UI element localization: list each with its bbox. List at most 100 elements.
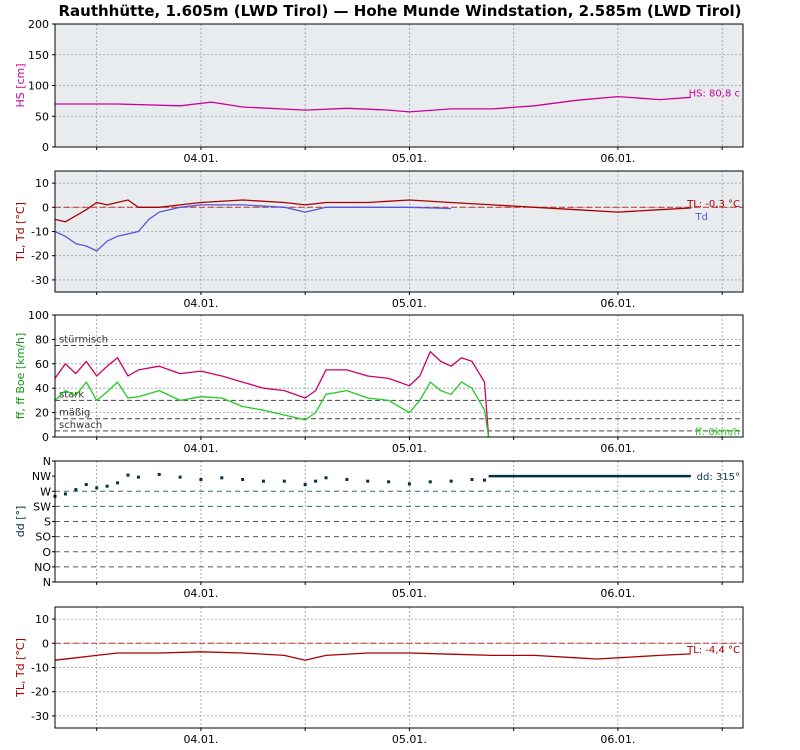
y-axis-label-ff: ff, ff Boe [km/h] [14,333,27,420]
series-line-tl [54,651,691,661]
y-tick-label: 0 [42,637,49,650]
y-tick-label: O [42,546,51,559]
x-tick-label: 06.01. [600,442,635,455]
data-point-dd [95,486,99,490]
y-tick-label: 20 [35,407,49,420]
data-point-dd [84,483,88,487]
data-point-dd [282,479,286,483]
data-point-dd [157,472,161,476]
data-point-dd [324,476,328,480]
data-point-dd [116,481,120,485]
end-label-2-tl_td: Td [695,212,708,223]
data-point-dd [428,480,432,484]
y-tick-label: S [44,516,51,529]
x-tick-label: 06.01. [600,733,635,746]
y-tick-label: -20 [31,250,49,263]
data-point-dd [366,479,370,483]
series-line-ff [54,350,490,438]
data-point-dd [345,477,349,481]
x-tick-label: 05.01. [392,733,427,746]
end-label-tl_summit: TL: -4,4 °C [686,645,740,656]
y-tick-label: -30 [31,274,49,287]
end-label-dd: dd: 315° [697,472,740,483]
data-point-dd [261,479,265,483]
y-tick-label: 80 [35,333,49,346]
end-label-hs: HS: 80,8 c [689,88,740,99]
data-point-dd [126,473,130,477]
page-title: Rauthhütte, 1.605m (LWD Tirol) — Hohe Mu… [58,2,742,20]
x-tick-label: 04.01. [183,733,218,746]
x-tick-label: 05.01. [392,442,427,455]
plot-frame-tl_summit [54,606,744,729]
series-line-td [54,204,452,252]
end-label-ff: ff: 0km/h [695,427,740,438]
x-tick-label: 05.01. [392,587,427,600]
y-tick-label: NO [34,561,51,574]
data-point-dd [63,492,67,496]
data-point-dd [387,480,391,484]
x-tick-label: 04.01. [183,297,218,310]
y-tick-label: 40 [35,382,49,395]
data-point-dd [449,479,453,483]
plot-background-ff [55,315,743,437]
x-tick-label: 04.01. [183,152,218,165]
threshold-label: schwach [59,420,102,431]
y-tick-label: 0 [42,141,49,154]
data-point-dd [314,479,318,483]
y-tick-label: -10 [31,662,49,675]
threshold-label: stark [59,389,84,400]
data-point-dd [105,484,109,488]
y-tick-label: 0 [42,431,49,444]
x-tick-label: 06.01. [600,587,635,600]
data-point-dd [220,476,224,480]
data-point-dd [303,483,307,487]
y-tick-label: SO [35,531,51,544]
y-tick-label: N [43,455,51,468]
data-point-dd [199,477,203,481]
x-tick-label: 04.01. [183,587,218,600]
y-tick-label: 150 [28,49,49,62]
y-axis-label-dd: dd [°] [14,506,27,538]
y-axis-label-tl_summit: TL, Td [°C] [14,638,27,698]
plot-frame-hs [54,23,744,148]
series-line-hs [55,95,691,113]
data-point-dd [178,475,182,479]
y-tick-label: 50 [35,110,49,123]
series-line-tl [54,199,691,223]
y-tick-label: 200 [28,18,49,31]
y-tick-label: -20 [31,686,49,699]
threshold-label: mäßig [59,408,90,419]
x-tick-label: 06.01. [600,297,635,310]
data-point-dd [482,478,486,482]
y-tick-label: N [43,576,51,589]
end-label-tl_td: TL: -0,3 °C [686,199,740,210]
y-tick-label: NW [32,470,51,483]
plot-frame-dd [54,460,744,583]
plot-frame-tl_td [54,170,744,293]
data-point-dd [136,475,140,479]
x-tick-label: 05.01. [392,152,427,165]
data-point-dd [407,482,411,486]
y-tick-label: W [40,485,51,498]
x-tick-label: 04.01. [183,442,218,455]
y-tick-label: 10 [35,613,49,626]
x-tick-label: 05.01. [392,297,427,310]
y-tick-label: 60 [35,358,49,371]
y-tick-label: 100 [28,309,49,322]
y-tick-label: -10 [31,226,49,239]
data-point-dd [74,488,78,492]
y-axis-label-tl_td: TL, Td [°C] [14,202,27,262]
y-tick-label: 10 [35,177,49,190]
y-tick-label: 0 [42,201,49,214]
plot-frame-ff [54,314,744,438]
y-tick-label: SW [33,500,51,513]
data-point-dd [241,477,245,481]
series-line-fboe [54,381,490,438]
x-tick-label: 06.01. [600,152,635,165]
data-point-dd [470,477,474,481]
y-tick-label: 100 [28,80,49,93]
threshold-label: stürmisch [59,335,108,346]
y-tick-label: -30 [31,710,49,723]
y-axis-label-hs: HS [cm] [14,63,27,107]
